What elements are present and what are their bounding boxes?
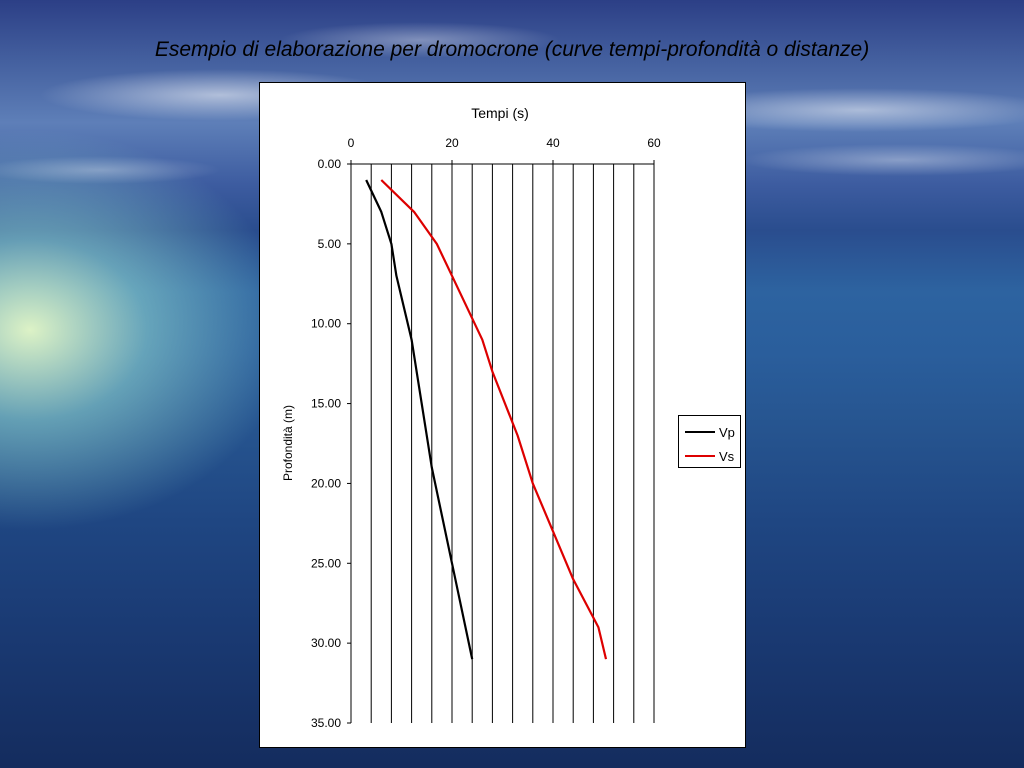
x-tick-label: 20 bbox=[445, 136, 459, 150]
chart-svg: Tempi (s) Profondità (m) 0 20 40 60 0.00 5.00… bbox=[281, 105, 661, 730]
chart-legend: Vp Vs bbox=[678, 415, 741, 468]
chart-panel: Tempi (s) Profondità (m) 0 20 40 60 0.00 5.00… bbox=[259, 82, 746, 748]
y-tick-label: 20.00 bbox=[311, 476, 341, 490]
y-tick-label: 10.00 bbox=[311, 317, 341, 331]
y-tick-label: 25.00 bbox=[311, 556, 341, 570]
y-tick-label: 5.00 bbox=[318, 237, 342, 251]
legend-item-vs: Vs bbox=[685, 448, 735, 464]
series-layer bbox=[365, 179, 608, 660]
x-tick-label: 40 bbox=[546, 136, 560, 150]
legend-swatch-vs bbox=[685, 455, 715, 457]
y-tick-label: 35.00 bbox=[311, 716, 341, 730]
axes-layer bbox=[347, 160, 655, 724]
series-line-vs bbox=[380, 179, 608, 660]
y-tick-label: 15.00 bbox=[311, 397, 341, 411]
y-tick-label: 30.00 bbox=[311, 636, 341, 650]
legend-label-vp: Vp bbox=[719, 424, 735, 440]
legend-item-vp: Vp bbox=[685, 424, 735, 440]
series-line-vp bbox=[365, 179, 474, 660]
grid-layer bbox=[370, 164, 655, 723]
label-layer: Tempi (s) Profondità (m) 0 20 40 60 0.00 5.00… bbox=[281, 105, 661, 730]
chart-title: Tempi (s) bbox=[471, 105, 529, 121]
legend-swatch-vp bbox=[685, 431, 715, 433]
legend-label-vs: Vs bbox=[719, 448, 735, 464]
y-tick-label: 0.00 bbox=[318, 157, 342, 171]
x-tick-label: 0 bbox=[348, 136, 355, 150]
x-tick-label: 60 bbox=[647, 136, 661, 150]
y-axis-label: Profondità (m) bbox=[281, 405, 295, 481]
slide-title: Esempio di elaborazione per dromocrone (… bbox=[154, 38, 870, 61]
